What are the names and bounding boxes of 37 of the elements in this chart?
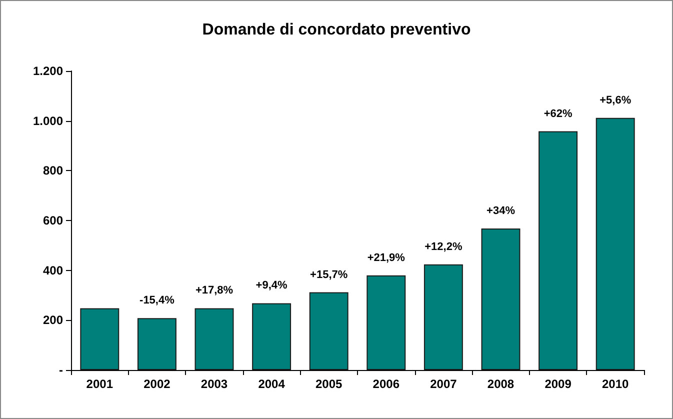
- annotation: +15,7%: [310, 268, 348, 281]
- bar: [538, 131, 578, 370]
- y-tick-label: -: [59, 363, 63, 377]
- x-tick-label: 2002: [144, 377, 171, 391]
- x-tick-label: 2003: [200, 377, 228, 391]
- chart-title: Domande di concordato preventivo: [202, 22, 471, 38]
- bar: [137, 318, 176, 370]
- x-tick-label: 2010: [602, 377, 630, 391]
- annotation: +9,4%: [256, 280, 288, 292]
- bar: [481, 228, 520, 370]
- bar: [309, 292, 348, 370]
- x-tick-label: 2001: [86, 377, 114, 391]
- x-tick-label: 2005: [316, 377, 343, 391]
- bar: [80, 308, 120, 370]
- bar: [424, 264, 463, 370]
- x-tick-label: 2009: [544, 377, 572, 391]
- y-tick-label: 1.000: [32, 114, 64, 128]
- x-tick-label: 2008: [487, 377, 514, 391]
- y-tick-label: 200: [42, 313, 64, 328]
- annotation: +17,8%: [195, 284, 234, 297]
- annotation: +34%: [486, 204, 516, 217]
- annotation: +21,9%: [367, 252, 406, 264]
- x-tick-label: 2004: [258, 377, 286, 391]
- x-tick-label: 2007: [430, 377, 458, 391]
- annotation: -15,4%: [140, 294, 175, 307]
- bar: [596, 118, 635, 370]
- bar: [194, 308, 234, 370]
- annotation: +5,6%: [600, 94, 632, 106]
- y-tick-label: 400: [42, 263, 64, 278]
- bar: [366, 275, 406, 370]
- annotation: +62%: [544, 108, 572, 120]
- x-tick-label: 2006: [372, 377, 400, 391]
- bar: [252, 303, 292, 370]
- y-tick-label: 1.200: [32, 64, 64, 78]
- annotation: +12,2%: [424, 240, 462, 253]
- y-tick-label: 800: [42, 164, 64, 178]
- y-tick-label: 600: [42, 214, 64, 228]
